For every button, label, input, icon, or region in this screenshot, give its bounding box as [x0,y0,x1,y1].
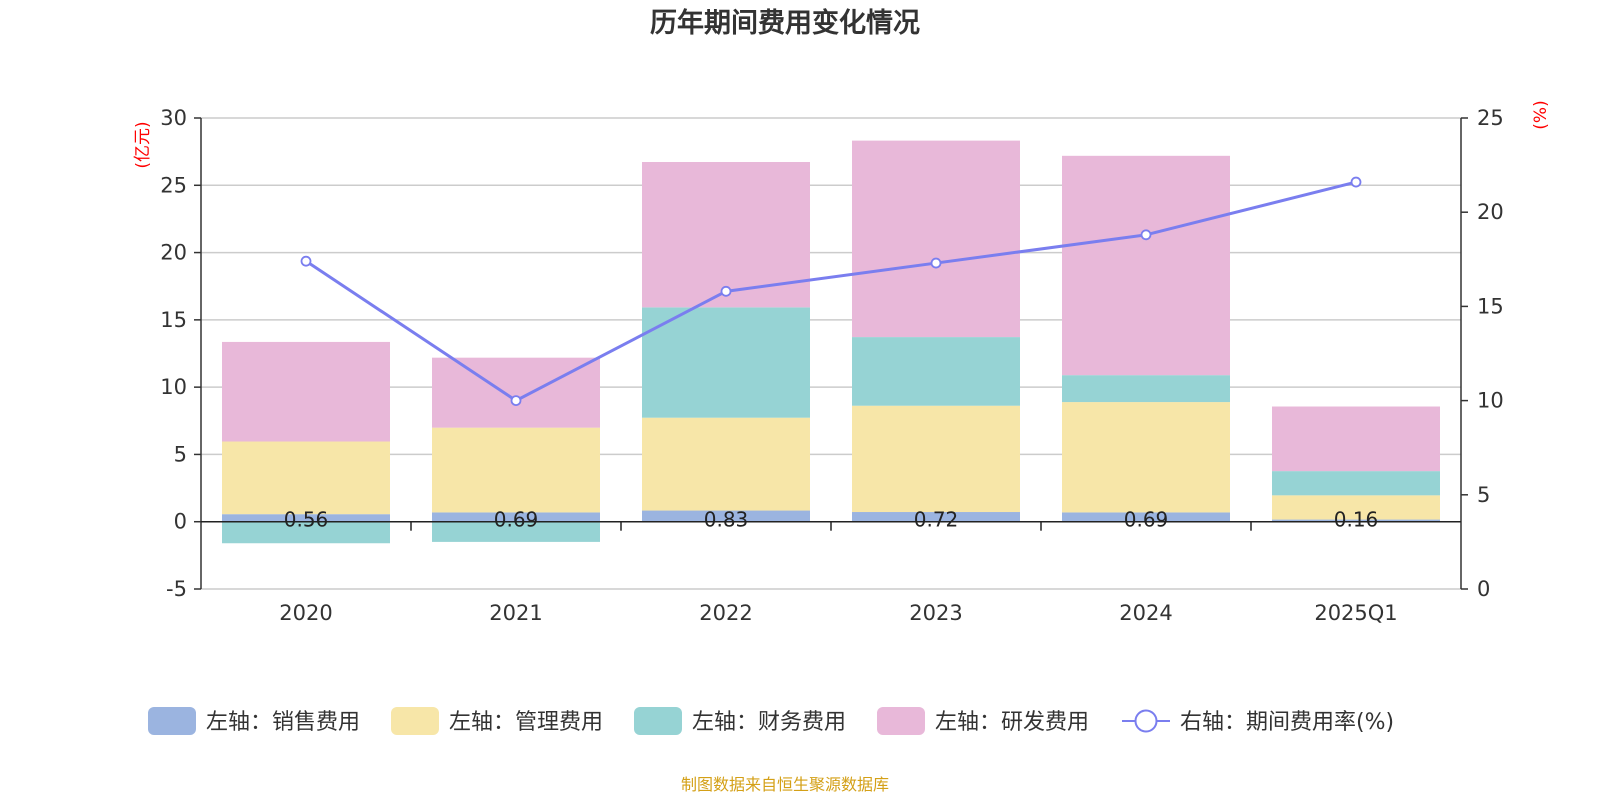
bars [222,140,1440,544]
rate-point [1140,229,1152,241]
bar-segment [1062,375,1230,403]
bar-segment [1272,495,1440,520]
bar-segment [432,427,600,513]
bar-segment [222,341,390,442]
chart-title: 历年期间费用变化情况 [650,7,920,39]
right-axis-tick-label: 15 [1477,294,1504,318]
axes: 30 25 20 15 10 5 0 -5 25 20 15 10 5 0 (亿元) (%) 2020 2021 2… [133,100,1551,625]
bar-segment [1062,512,1230,522]
legend-label: 左轴：销售费用 [206,710,360,735]
rate-point [720,285,732,297]
legend-label: 左轴：财务费用 [692,710,846,735]
grid [201,117,1461,590]
legend: 左轴：销售费用 左轴：管理费用 左轴：财务费用 左轴：研发费用 右轴：期间费用率(%) [148,707,1394,735]
category-label: 2022 [699,601,752,625]
bar-segment [642,307,810,418]
sales-value-label: 0.16 [1334,508,1379,532]
rate-line [300,176,1362,407]
bar-segment [642,510,810,522]
bar-segment [222,514,390,522]
legend-label: 左轴：管理费用 [449,710,603,735]
rate-point [300,255,312,267]
sales-value-label: 0.83 [704,508,749,532]
sales-value-label: 0.72 [914,508,959,532]
bar-segment [852,405,1020,513]
category-label: 2023 [909,601,962,625]
bar-segment [642,417,810,511]
sales-value-label: 0.69 [1124,508,1169,532]
left-axis-unit: (亿元) [133,121,153,168]
legend-label: 左轴：研发费用 [935,710,1089,735]
rate-point [930,257,942,269]
right-axis-unit: (%) [1531,100,1551,129]
legend-item: 左轴：销售费用 [148,707,360,735]
rate-point [1350,176,1362,188]
bar-segment [222,441,390,515]
left-axis-tick-label: 25 [160,173,187,197]
left-axis-tick-label: -5 [166,577,187,601]
bar-segment [1272,519,1440,522]
bar-segment [1062,402,1230,513]
legend-item: 右轴：期间费用率(%) [1122,709,1394,735]
category-label: 2024 [1119,601,1172,625]
legend-swatch [391,707,439,735]
left-axis-tick-label: 5 [174,442,187,466]
sales-value-label: 0.56 [284,508,329,532]
left-axis-tick-label: 20 [160,241,187,265]
bar-segment [432,357,600,428]
bar-segment [852,140,1020,338]
bar-segment [432,512,600,522]
bar-segment [1272,471,1440,496]
source-note: 制图数据来自恒生聚源数据库 [681,775,889,794]
legend-item: 左轴：研发费用 [877,707,1089,735]
right-axis-tick-label: 20 [1477,200,1504,224]
legend-item: 左轴：管理费用 [391,707,603,735]
sales-value-label: 0.69 [494,508,539,532]
bar-segment [222,521,390,544]
bar-segment [432,521,600,542]
legend-item: 左轴：财务费用 [634,707,846,735]
category-label: 2025Q1 [1314,601,1397,625]
category-label: 2021 [489,601,542,625]
legend-circle-swatch [1134,709,1158,733]
legend-label: 右轴：期间费用率(%) [1180,710,1394,735]
right-axis-tick-label: 5 [1477,483,1490,507]
left-axis-tick-label: 15 [160,308,187,332]
legend-swatch [148,707,196,735]
value-labels: 0.56 0.69 0.83 0.72 0.69 0.16 [284,508,1379,532]
bar-segment [852,337,1020,406]
bar-segment [852,512,1020,522]
left-axis-tick-label: 10 [160,375,187,399]
bar-segment [1272,406,1440,472]
left-axis-tick-label: 0 [174,510,187,534]
rate-point [510,395,522,407]
legend-swatch [634,707,682,735]
right-axis-tick-label: 25 [1477,106,1504,130]
bar-segment [1062,155,1230,376]
right-axis-tick-label: 0 [1477,577,1490,601]
legend-swatch [877,707,925,735]
category-label: 2020 [279,601,332,625]
bar-segment [642,162,810,308]
rate-line-path [305,180,1357,403]
left-axis-tick-label: 30 [160,106,187,130]
right-axis-tick-label: 10 [1477,389,1504,413]
